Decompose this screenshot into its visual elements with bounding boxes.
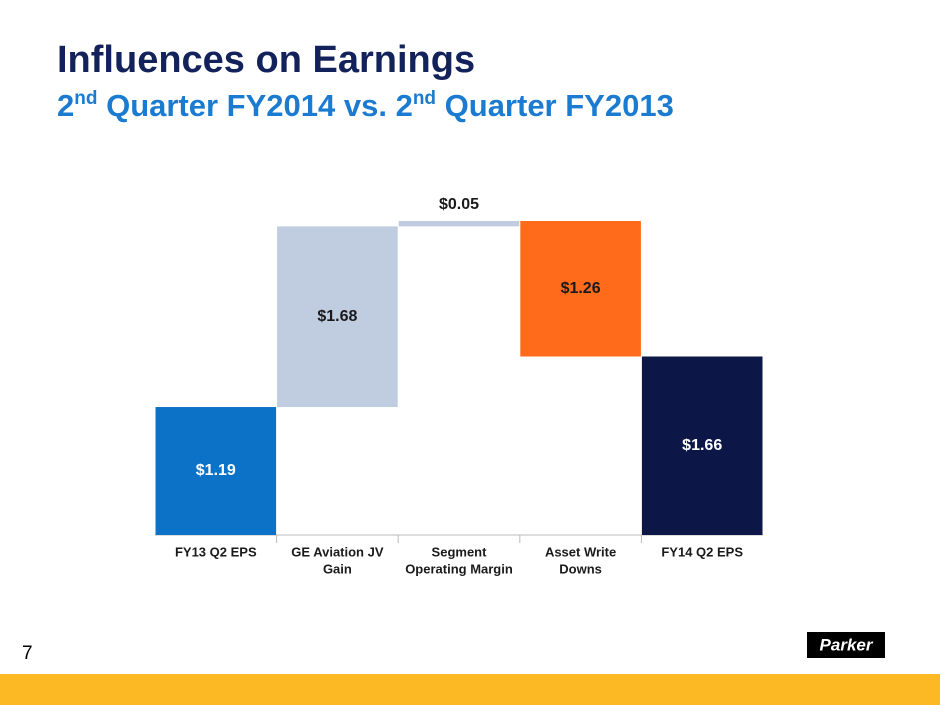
- page-number: 7: [22, 643, 33, 664]
- subtitle-part: Quarter FY2013: [436, 88, 674, 123]
- x-tick-label: FY14 Q2 EPS: [661, 544, 743, 559]
- slide-subtitle: 2nd Quarter FY2014 vs. 2nd Quarter FY201…: [57, 88, 674, 123]
- x-tick-label: Downs: [559, 561, 602, 576]
- x-tick-label: Segment: [432, 544, 488, 559]
- value-label: $1.26: [561, 280, 601, 297]
- slide-title: Influences on Earnings: [57, 39, 475, 81]
- bar: [155, 407, 277, 535]
- footer-bar: [0, 674, 940, 705]
- value-label: $1.19: [196, 462, 236, 479]
- x-tick-label: Gain: [323, 561, 352, 576]
- value-label: $1.66: [682, 437, 722, 454]
- bar: [398, 221, 520, 227]
- x-tick-label: Asset Write: [545, 544, 616, 559]
- bar: [641, 356, 763, 535]
- x-tick-label: Operating Margin: [405, 561, 513, 576]
- subtitle-part: 2: [57, 88, 74, 123]
- subtitle-part: Quarter FY2014 vs. 2: [97, 88, 412, 123]
- superscript: nd: [74, 88, 97, 109]
- x-tick-label: FY13 Q2 EPS: [175, 544, 257, 559]
- bar: [277, 226, 398, 408]
- x-tick-label: GE Aviation JV: [291, 544, 384, 559]
- value-label: $1.68: [317, 308, 357, 325]
- logo: Parker: [820, 635, 874, 654]
- bar: [520, 221, 641, 357]
- logo-box: [807, 632, 885, 658]
- superscript: nd: [413, 88, 436, 109]
- value-label: $0.05: [439, 196, 479, 213]
